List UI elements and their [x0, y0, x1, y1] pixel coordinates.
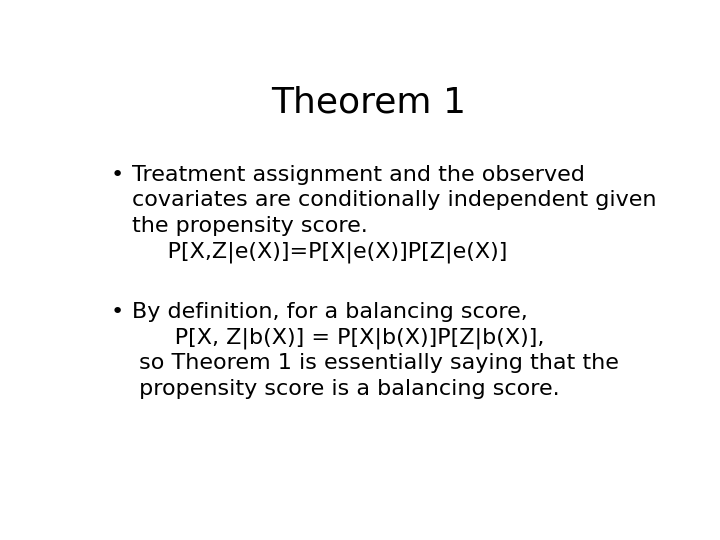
- Text: •: •: [110, 302, 123, 322]
- Text: covariates are conditionally independent given: covariates are conditionally independent…: [132, 191, 657, 211]
- Text: P[X,Z|e(X)]=P[X|e(X)]P[Z|e(X)]: P[X,Z|e(X)]=P[X|e(X)]P[Z|e(X)]: [132, 242, 507, 264]
- Text: the propensity score.: the propensity score.: [132, 216, 368, 236]
- Text: Theorem 1: Theorem 1: [271, 85, 467, 119]
- Text: P[X, Z|b(X)] = P[X|b(X)]P[Z|b(X)],: P[X, Z|b(X)] = P[X|b(X)]P[Z|b(X)],: [132, 328, 544, 349]
- Text: so Theorem 1 is essentially saying that the: so Theorem 1 is essentially saying that …: [132, 353, 618, 373]
- Text: propensity score is a balancing score.: propensity score is a balancing score.: [132, 379, 559, 399]
- Text: •: •: [110, 165, 123, 185]
- Text: By definition, for a balancing score,: By definition, for a balancing score,: [132, 302, 528, 322]
- Text: Treatment assignment and the observed: Treatment assignment and the observed: [132, 165, 585, 185]
